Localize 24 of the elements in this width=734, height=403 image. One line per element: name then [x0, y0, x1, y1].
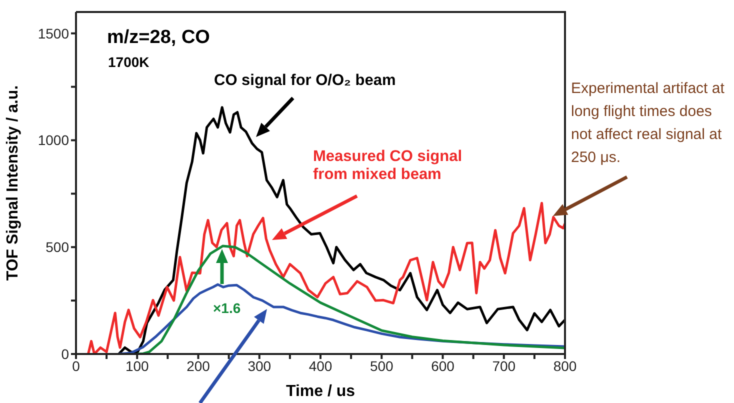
line-series — [86, 202, 565, 354]
annotation: ×1.6 — [213, 300, 241, 316]
line-series — [118, 106, 565, 354]
y-tick-label: 1000 — [38, 132, 70, 148]
y-tick-label: 0 — [61, 346, 70, 362]
annotation: 1700K — [108, 54, 150, 70]
annotation: Measured CO signal from mixed beam — [313, 148, 464, 184]
x-tick-label: 600 — [431, 358, 455, 374]
line-series — [136, 244, 565, 354]
y-tick-label: 1500 — [38, 25, 70, 42]
x-tick-label: 400 — [308, 358, 332, 374]
x-tick-label: 0 — [72, 358, 80, 374]
y-axis-title: TOF Signal Intensity / a.u. — [4, 85, 22, 281]
text: Experimental artifact at long flight times does not affect real signal at 250 μs. — [571, 79, 726, 168]
x-tick-label: 300 — [248, 358, 272, 374]
y-tick-label: 500 — [46, 239, 70, 256]
x-tick-label: 700 — [492, 358, 516, 374]
annotation: CO signal for O/O₂ beam — [214, 72, 396, 90]
x-axis-title: Time / us — [286, 383, 356, 400]
annotation: m/z=28, CO — [107, 27, 210, 49]
x-tick-label: 800 — [553, 358, 577, 374]
x-tick-label: 500 — [370, 358, 394, 374]
x-tick-label: 200 — [186, 358, 210, 374]
x-tick-label: 100 — [125, 358, 150, 374]
